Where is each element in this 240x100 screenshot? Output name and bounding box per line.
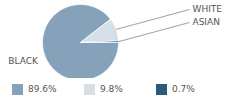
html-text:0.7%: 0.7% xyxy=(172,84,195,94)
html-text:89.6%: 89.6% xyxy=(28,84,57,94)
svg-text:BLACK: BLACK xyxy=(8,56,39,66)
svg-text:ASIAN: ASIAN xyxy=(193,17,220,27)
html-text:9.8%: 9.8% xyxy=(100,84,123,94)
svg-text:WHITE: WHITE xyxy=(193,4,223,14)
